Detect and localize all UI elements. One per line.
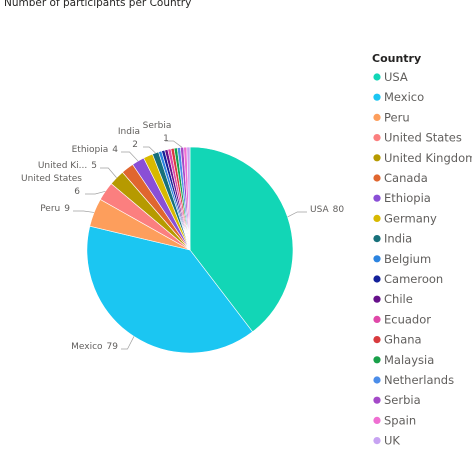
leader-line xyxy=(121,151,139,162)
legend-marker xyxy=(373,174,381,182)
legend-label: United States xyxy=(384,131,462,145)
legend-marker xyxy=(373,255,381,263)
leader-line xyxy=(85,190,106,195)
legend-title: Country xyxy=(372,52,421,65)
legend-marker xyxy=(373,376,381,384)
slice-label: Peru 9 xyxy=(40,204,70,214)
legend-marker xyxy=(373,154,381,162)
slice-label-name: Mexico xyxy=(71,342,103,352)
legend-label: Canada xyxy=(384,171,428,185)
slice-value: 1 xyxy=(163,134,169,144)
legend-marker xyxy=(373,214,381,222)
leader-line xyxy=(165,140,183,148)
legend-marker xyxy=(373,93,381,101)
legend-marker xyxy=(373,113,381,121)
slice-label: Serbia xyxy=(143,121,172,131)
pie-slice xyxy=(186,146,191,251)
legend-marker xyxy=(373,437,381,445)
slice-value: 4 xyxy=(112,145,118,155)
slice-value: 80 xyxy=(333,205,345,215)
legend-label: Malaysia xyxy=(384,353,434,367)
legend-label: USA xyxy=(384,70,408,84)
legend-marker xyxy=(373,194,381,202)
legend-label: UK xyxy=(384,434,400,448)
legend-label: Netherlands xyxy=(384,373,454,387)
legend-marker xyxy=(373,275,381,283)
slice-value: 9 xyxy=(64,204,70,214)
chart-title: Number of participants per Country xyxy=(4,0,191,9)
legend-marker xyxy=(373,416,381,424)
legend-marker xyxy=(373,315,381,323)
slice-value: 6 xyxy=(74,187,80,197)
slice-value: 5 xyxy=(91,161,97,171)
legend-label: Ghana xyxy=(384,333,422,347)
legend-marker xyxy=(373,134,381,142)
slice-label-name: Ethiopia xyxy=(72,145,109,155)
legend-label: Spain xyxy=(384,413,416,427)
leader-line xyxy=(121,336,135,350)
legend-label: Mexico xyxy=(384,90,424,104)
slice-label-name: Peru xyxy=(40,204,60,214)
legend-label: Chile xyxy=(384,292,413,306)
leader-line xyxy=(100,167,117,178)
legend-label: India xyxy=(384,232,412,246)
legend-label: Cameroon xyxy=(384,272,443,286)
legend-marker xyxy=(373,235,381,243)
legend-marker xyxy=(373,295,381,303)
legend-label: Ecuador xyxy=(384,312,431,326)
legend-marker xyxy=(373,396,381,404)
pie-slice xyxy=(86,225,254,354)
slice-value: 79 xyxy=(107,342,119,352)
leader-line xyxy=(143,146,156,154)
leader-line xyxy=(287,211,307,218)
slice-label-name: USA xyxy=(310,205,329,215)
legend-label: Peru xyxy=(384,110,410,124)
legend-label: Serbia xyxy=(384,393,421,407)
legend-marker xyxy=(373,356,381,364)
slice-label: Ethiopia 4 xyxy=(72,145,119,155)
legend-marker xyxy=(373,336,381,344)
legend-label: Germany xyxy=(384,211,437,225)
legend-label: Ethiopia xyxy=(384,191,431,205)
slice-label: United Ki... 5 xyxy=(38,161,97,171)
slice-label-name: United Ki... xyxy=(38,161,87,171)
legend-marker xyxy=(373,73,381,81)
pie-slice xyxy=(189,146,294,333)
slice-label: India xyxy=(118,127,140,137)
slice-label: USA 80 xyxy=(310,205,344,215)
slice-value: 2 xyxy=(132,140,138,150)
legend-label: Belgium xyxy=(384,252,431,266)
slice-label: United States xyxy=(21,174,82,184)
legend-label: United Kingdom xyxy=(384,151,472,165)
leader-line xyxy=(73,210,95,213)
slice-label: Mexico 79 xyxy=(71,342,118,352)
